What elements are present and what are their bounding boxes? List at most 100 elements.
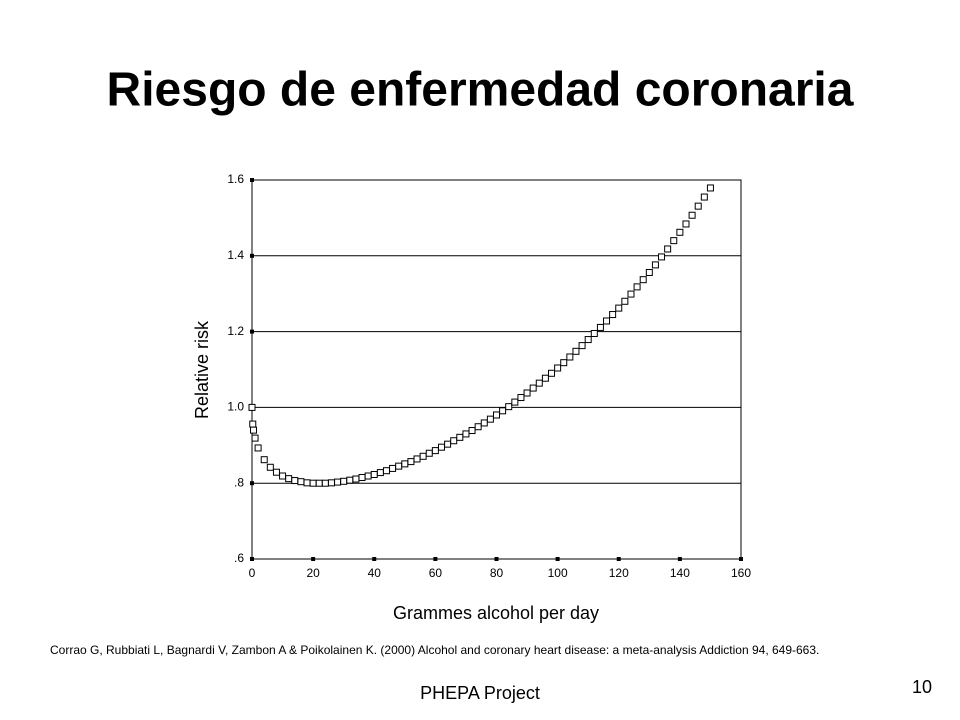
data-point (486, 415, 494, 423)
data-point (327, 479, 335, 487)
x-tick-mark (616, 557, 621, 561)
data-point (315, 479, 323, 487)
data-point (352, 475, 360, 483)
y-axis-label: Relative risk (192, 320, 212, 419)
data-point (560, 359, 568, 367)
data-point (444, 440, 452, 448)
page-number: 10 (912, 677, 932, 697)
data-point (584, 336, 592, 344)
data-point (651, 261, 659, 269)
data-point (309, 479, 317, 487)
data-point (596, 323, 604, 331)
data-point (633, 283, 641, 291)
data-point (279, 472, 287, 480)
data-point (468, 427, 476, 435)
data-point (474, 423, 482, 431)
x-tick-mark (739, 557, 743, 561)
data-point (517, 394, 525, 402)
data-point (340, 477, 348, 485)
x-tick-label: 0 (249, 566, 256, 580)
data-point (578, 342, 586, 350)
data-point (621, 297, 629, 305)
data-point (401, 460, 409, 468)
data-point (285, 475, 293, 483)
x-tick-label: 40 (368, 566, 382, 580)
data-point (437, 443, 445, 451)
data-point (645, 268, 653, 276)
data-point (260, 456, 268, 464)
data-point (541, 374, 549, 382)
data-point (590, 329, 598, 337)
data-point (548, 369, 556, 377)
data-point (248, 403, 256, 411)
x-tick-mark (311, 557, 316, 561)
x-tick-label: 60 (429, 566, 443, 580)
y-tick-label: .6 (234, 551, 244, 565)
x-tick-label: 100 (548, 566, 568, 580)
data-point (682, 220, 690, 228)
x-tick-mark (494, 557, 499, 561)
x-axis-label: Grammes alcohol per day (393, 603, 599, 623)
x-tick-mark (372, 557, 377, 561)
data-point (370, 470, 378, 478)
data-point (627, 290, 635, 298)
data-point (249, 420, 257, 428)
data-point (566, 353, 574, 361)
data-point (395, 462, 403, 470)
data-point (251, 434, 259, 442)
x-tick-label: 120 (609, 566, 629, 580)
data-point (523, 389, 531, 397)
data-point (664, 245, 672, 253)
data-point (364, 472, 372, 480)
y-tick-label: 1.0 (227, 400, 244, 414)
data-point (700, 193, 708, 201)
data-point (480, 419, 488, 427)
citation: Corrao G, Rubbiati L, Bagnardi V, Zambon… (50, 643, 820, 657)
x-tick-mark (677, 557, 682, 561)
data-point (419, 452, 427, 460)
data-point (250, 426, 258, 434)
data-point (615, 304, 623, 312)
x-tick-label: 80 (490, 566, 504, 580)
x-tick-label: 160 (731, 566, 751, 580)
data-point (658, 253, 666, 261)
data-point (639, 276, 647, 284)
data-point (431, 447, 439, 455)
x-tick-mark (250, 557, 254, 561)
data-point (291, 477, 299, 485)
data-point (272, 468, 280, 476)
data-point (413, 455, 421, 463)
data-point (266, 463, 274, 471)
data-point (382, 467, 390, 475)
data-point (529, 384, 537, 392)
data-point (706, 184, 714, 192)
data-point (321, 479, 329, 487)
plot-area (251, 179, 742, 560)
data-point (609, 311, 617, 319)
y-tick-label: .8 (234, 475, 244, 489)
data-point (376, 469, 384, 477)
data-point (499, 407, 507, 415)
data-point (254, 444, 262, 452)
data-point (505, 403, 513, 411)
y-tick-label: 1.2 (227, 324, 244, 338)
x-tick-mark (555, 557, 560, 561)
data-point (450, 437, 458, 445)
data-point (676, 228, 684, 236)
data-point (688, 211, 696, 219)
data-point (425, 449, 433, 457)
data-point (334, 478, 342, 486)
data-point (493, 411, 500, 419)
data-point (407, 458, 415, 466)
data-point (511, 398, 519, 406)
slide-title: Riesgo de enfermedad coronaria (107, 64, 854, 117)
footer: PHEPA Project (420, 683, 540, 703)
data-point (694, 202, 702, 210)
x-tick-label: 140 (670, 566, 690, 580)
data-point (456, 433, 464, 441)
data-point (535, 379, 543, 387)
data-point (346, 476, 354, 484)
y-tick-label: 1.6 (227, 172, 244, 186)
